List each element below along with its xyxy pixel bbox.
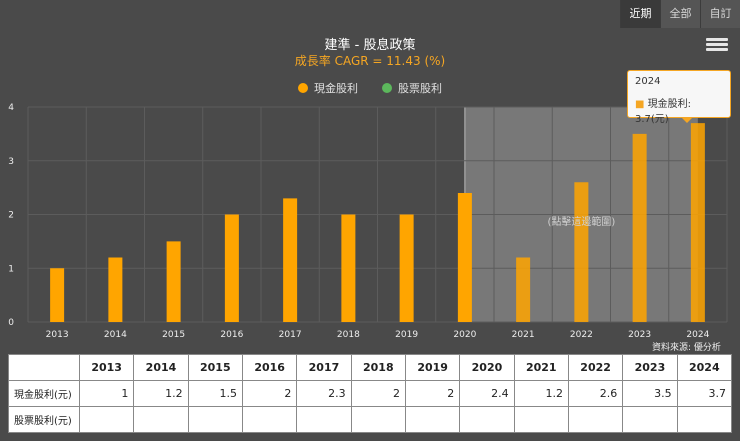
bar-cash-2015 [166,241,181,322]
tab-all[interactable]: 全部 [660,0,700,28]
table-header-cell: 2015 [187,354,243,381]
chart-title: 建準 - 股息政策 [324,38,416,53]
bar-cash-2021 [516,257,531,322]
table-row: 股票股利(元) [8,406,733,433]
table-cell: 3.7 [676,380,733,407]
legend-item-stock[interactable]: 股票股利 [382,80,442,96]
table-header-cell: 2020 [459,354,515,381]
bar-cash-2023 [632,133,647,322]
legend-label-stock: 股票股利 [398,82,442,95]
table-header-cell: 2018 [350,354,406,381]
y-tick-label: 4 [8,103,14,113]
table-cell [404,406,461,433]
x-tick-label: 2024 [686,330,709,340]
table-cell: 2 [350,380,406,407]
table-header-cell: 2019 [404,354,461,381]
table-row: 現金股利(元) 1 1.2 1.5 2 2.3 2 2 2.4 1.2 2.6 3.5 3.7 [8,380,733,407]
table-header-cell: 2016 [241,354,298,381]
chart-subtitle: 成長率 CAGR = 11.43 (%) [294,54,446,68]
tab-recent[interactable]: 近期 [620,0,660,28]
tooltip-arrow [681,117,693,123]
table-cell: 3.5 [622,380,678,407]
x-tick-label: 2020 [453,330,476,340]
x-tick-label: 2017 [279,330,302,340]
bar-cash-2014 [108,257,123,322]
bar-cash-2013 [50,268,65,322]
table-cell [187,406,243,433]
y-tick-label: 0 [8,318,14,328]
table-header-cell: 2014 [133,354,189,381]
table-header-cell: 2024 [676,354,733,381]
x-tick-label: 2022 [570,330,593,340]
legend-item-cash[interactable]: 現金股利 [298,80,358,96]
chart-legend: 現金股利 股票股利 [0,80,740,96]
source-label: 資料來源: 優分析 [652,343,721,353]
x-tick-label: 2015 [162,330,185,340]
bar-cash-2018 [341,214,356,322]
chart-tooltip: 2024 ■ 現金股利: 3.7(元) [627,70,731,125]
bar-cash-2016 [224,214,239,322]
table-cell: 1.2 [513,380,569,407]
legend-label-cash: 現金股利 [314,82,358,95]
bar-cash-2017 [283,198,298,322]
bar-cash-2020 [457,193,472,322]
table-cell [567,406,624,433]
table-header-cell: 2023 [622,354,678,381]
table-header-cell: 2022 [567,354,624,381]
x-tick-label: 2016 [220,330,243,340]
table-cell: 2 [404,380,461,407]
x-tick-label: 2013 [46,330,69,340]
table-cell: 1 [78,380,135,407]
table-cell: 2.6 [567,380,624,407]
x-tick-label: 2023 [628,330,651,340]
table-cell [296,406,352,433]
y-tick-label: 2 [8,211,14,221]
tooltip-bullet-icon: ■ [635,99,645,110]
dividend-chart: 0 1 2 3 4 2013 2014 2015 2016 2017 2018 2019 2020 202… [8,103,728,340]
table-cell [676,406,733,433]
table-row-label: 股票股利(元) [8,406,80,433]
table-cell [459,406,515,433]
x-tick-label: 2018 [337,330,360,340]
table-cell: 1.5 [187,380,243,407]
highlight-annotation: (點擊這邊範圍) [547,215,615,228]
table-cell [513,406,569,433]
range-tabs: 近期 全部 自訂 [620,0,740,29]
x-tick-label: 2019 [395,330,418,340]
table-cell: 1.2 [133,380,189,407]
table-cell: 2 [241,380,298,407]
legend-dot-stock [382,83,392,93]
x-tick-label: 2021 [512,330,535,340]
tooltip-text: 現金股利: 3.7(元) [635,99,692,125]
data-table: 2013 2014 2015 2016 2017 2018 2019 2020 2021 2022… [8,354,733,433]
table-cell [241,406,298,433]
table-header-row: 2013 2014 2015 2016 2017 2018 2019 2020 2021 2022… [8,354,733,381]
table-header-cell [8,354,80,381]
x-tick-label: 2014 [104,330,127,340]
tab-custom[interactable]: 自訂 [700,0,740,28]
bar-cash-2024 [690,123,705,322]
table-cell [78,406,135,433]
table-header-cell: 2017 [296,354,352,381]
tooltip-year: 2024 [635,76,661,87]
table-header-cell: 2021 [513,354,569,381]
chart-menu-icon[interactable] [706,36,728,56]
table-cell: 2.3 [296,380,352,407]
y-tick-label: 3 [8,157,14,167]
table-header-cell: 2013 [78,354,135,381]
bar-cash-2019 [399,214,414,322]
table-row-label: 現金股利(元) [8,380,80,407]
y-tick-label: 1 [8,264,14,274]
bar-cash-2022 [574,182,589,322]
table-cell [133,406,189,433]
table-cell [350,406,406,433]
table-cell: 2.4 [459,380,515,407]
legend-dot-cash [298,83,308,93]
table-cell [622,406,678,433]
